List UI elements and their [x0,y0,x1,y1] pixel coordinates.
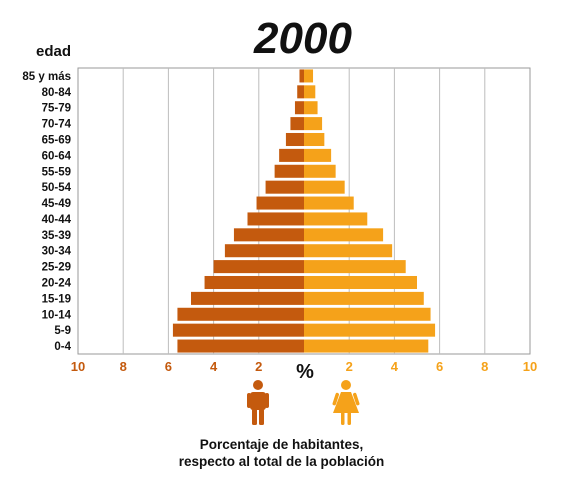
bar-female-11 [304,244,393,258]
age-label: 65-69 [42,135,71,147]
bar-female-5 [304,148,332,162]
bar-male-9 [247,212,304,226]
gridlines [122,68,486,354]
x-tick-label: 4 [210,359,218,374]
bar-female-14 [304,291,424,305]
bar-male-8 [256,196,304,210]
bar-male-1 [297,85,304,99]
female-person-icon [332,380,360,425]
x-tick-label: 4 [391,359,399,374]
plot-frame [77,67,531,355]
bar-male-3 [290,117,304,131]
age-label: 0-4 [54,341,71,353]
bar-male-13 [204,275,304,290]
y-axis-label: edad [36,43,71,60]
bar-male-7 [265,180,304,194]
age-label: 5-9 [54,325,71,337]
bar-male-15 [177,307,304,321]
age-label: 45-49 [42,198,71,210]
bar-male-12 [213,260,304,274]
bars [172,69,436,353]
bar-male-5 [279,148,304,162]
age-label: 80-84 [42,87,72,99]
age-label: 20-24 [42,278,72,290]
age-label: 30-34 [42,246,72,258]
age-label: 70-74 [42,119,72,131]
bar-female-8 [304,196,354,210]
age-label: 60-64 [42,150,72,162]
bar-male-11 [224,244,304,258]
bar-female-3 [304,117,323,131]
bar-female-1 [304,85,316,99]
bar-female-7 [304,180,345,194]
age-label: 25-29 [42,262,71,274]
bar-female-6 [304,164,336,178]
center-axis-label: % [296,361,314,383]
age-label: 85 y más [22,71,71,83]
bar-male-0 [299,69,304,83]
male-person-icon [247,380,269,425]
x-tick-label: 2 [346,359,353,374]
x-tick-label: 2 [255,359,262,374]
bar-male-2 [294,101,304,115]
age-label: 15-19 [42,293,71,305]
x-tick-label: 6 [165,359,172,374]
bar-male-14 [191,291,304,305]
age-label: 40-44 [42,214,72,226]
caption-line-2: respecto al total de la población [178,454,385,469]
x-tick-label: 10 [523,359,537,374]
bar-male-16 [172,323,304,337]
chart-title: 2000 [253,14,352,63]
bar-male-4 [285,132,304,147]
x-tick-label: 8 [120,359,127,374]
bar-female-9 [304,212,368,226]
age-labels: 85 y más 80-84 75-79 70-74 65-69 60-64 55-59 50… [22,71,71,353]
age-label: 55-59 [42,166,71,178]
bar-male-6 [274,164,304,178]
x-tick-label: 10 [71,359,85,374]
age-label: 10-14 [42,309,72,321]
bar-female-4 [304,132,325,147]
bar-male-10 [233,228,304,242]
x-ticks: 10 8 6 4 2 2 4 6 8 10 [71,359,537,374]
bar-female-0 [304,69,314,83]
bar-female-16 [304,323,436,337]
bar-female-2 [304,101,318,115]
caption-line-1: Porcentaje de habitantes, [199,437,364,452]
x-tick-label: 6 [436,359,443,374]
bar-female-17 [304,339,429,353]
age-label: 35-39 [42,230,71,242]
bar-female-10 [304,228,384,242]
bar-female-12 [304,260,406,274]
bar-female-13 [304,275,417,290]
bar-male-17 [177,339,304,353]
x-tick-label: 8 [481,359,488,374]
age-label: 75-79 [42,103,71,115]
bar-female-15 [304,307,431,321]
chart-caption: Porcentaje de habitantes, respecto al to… [0,436,563,470]
age-label: 50-54 [42,182,72,194]
